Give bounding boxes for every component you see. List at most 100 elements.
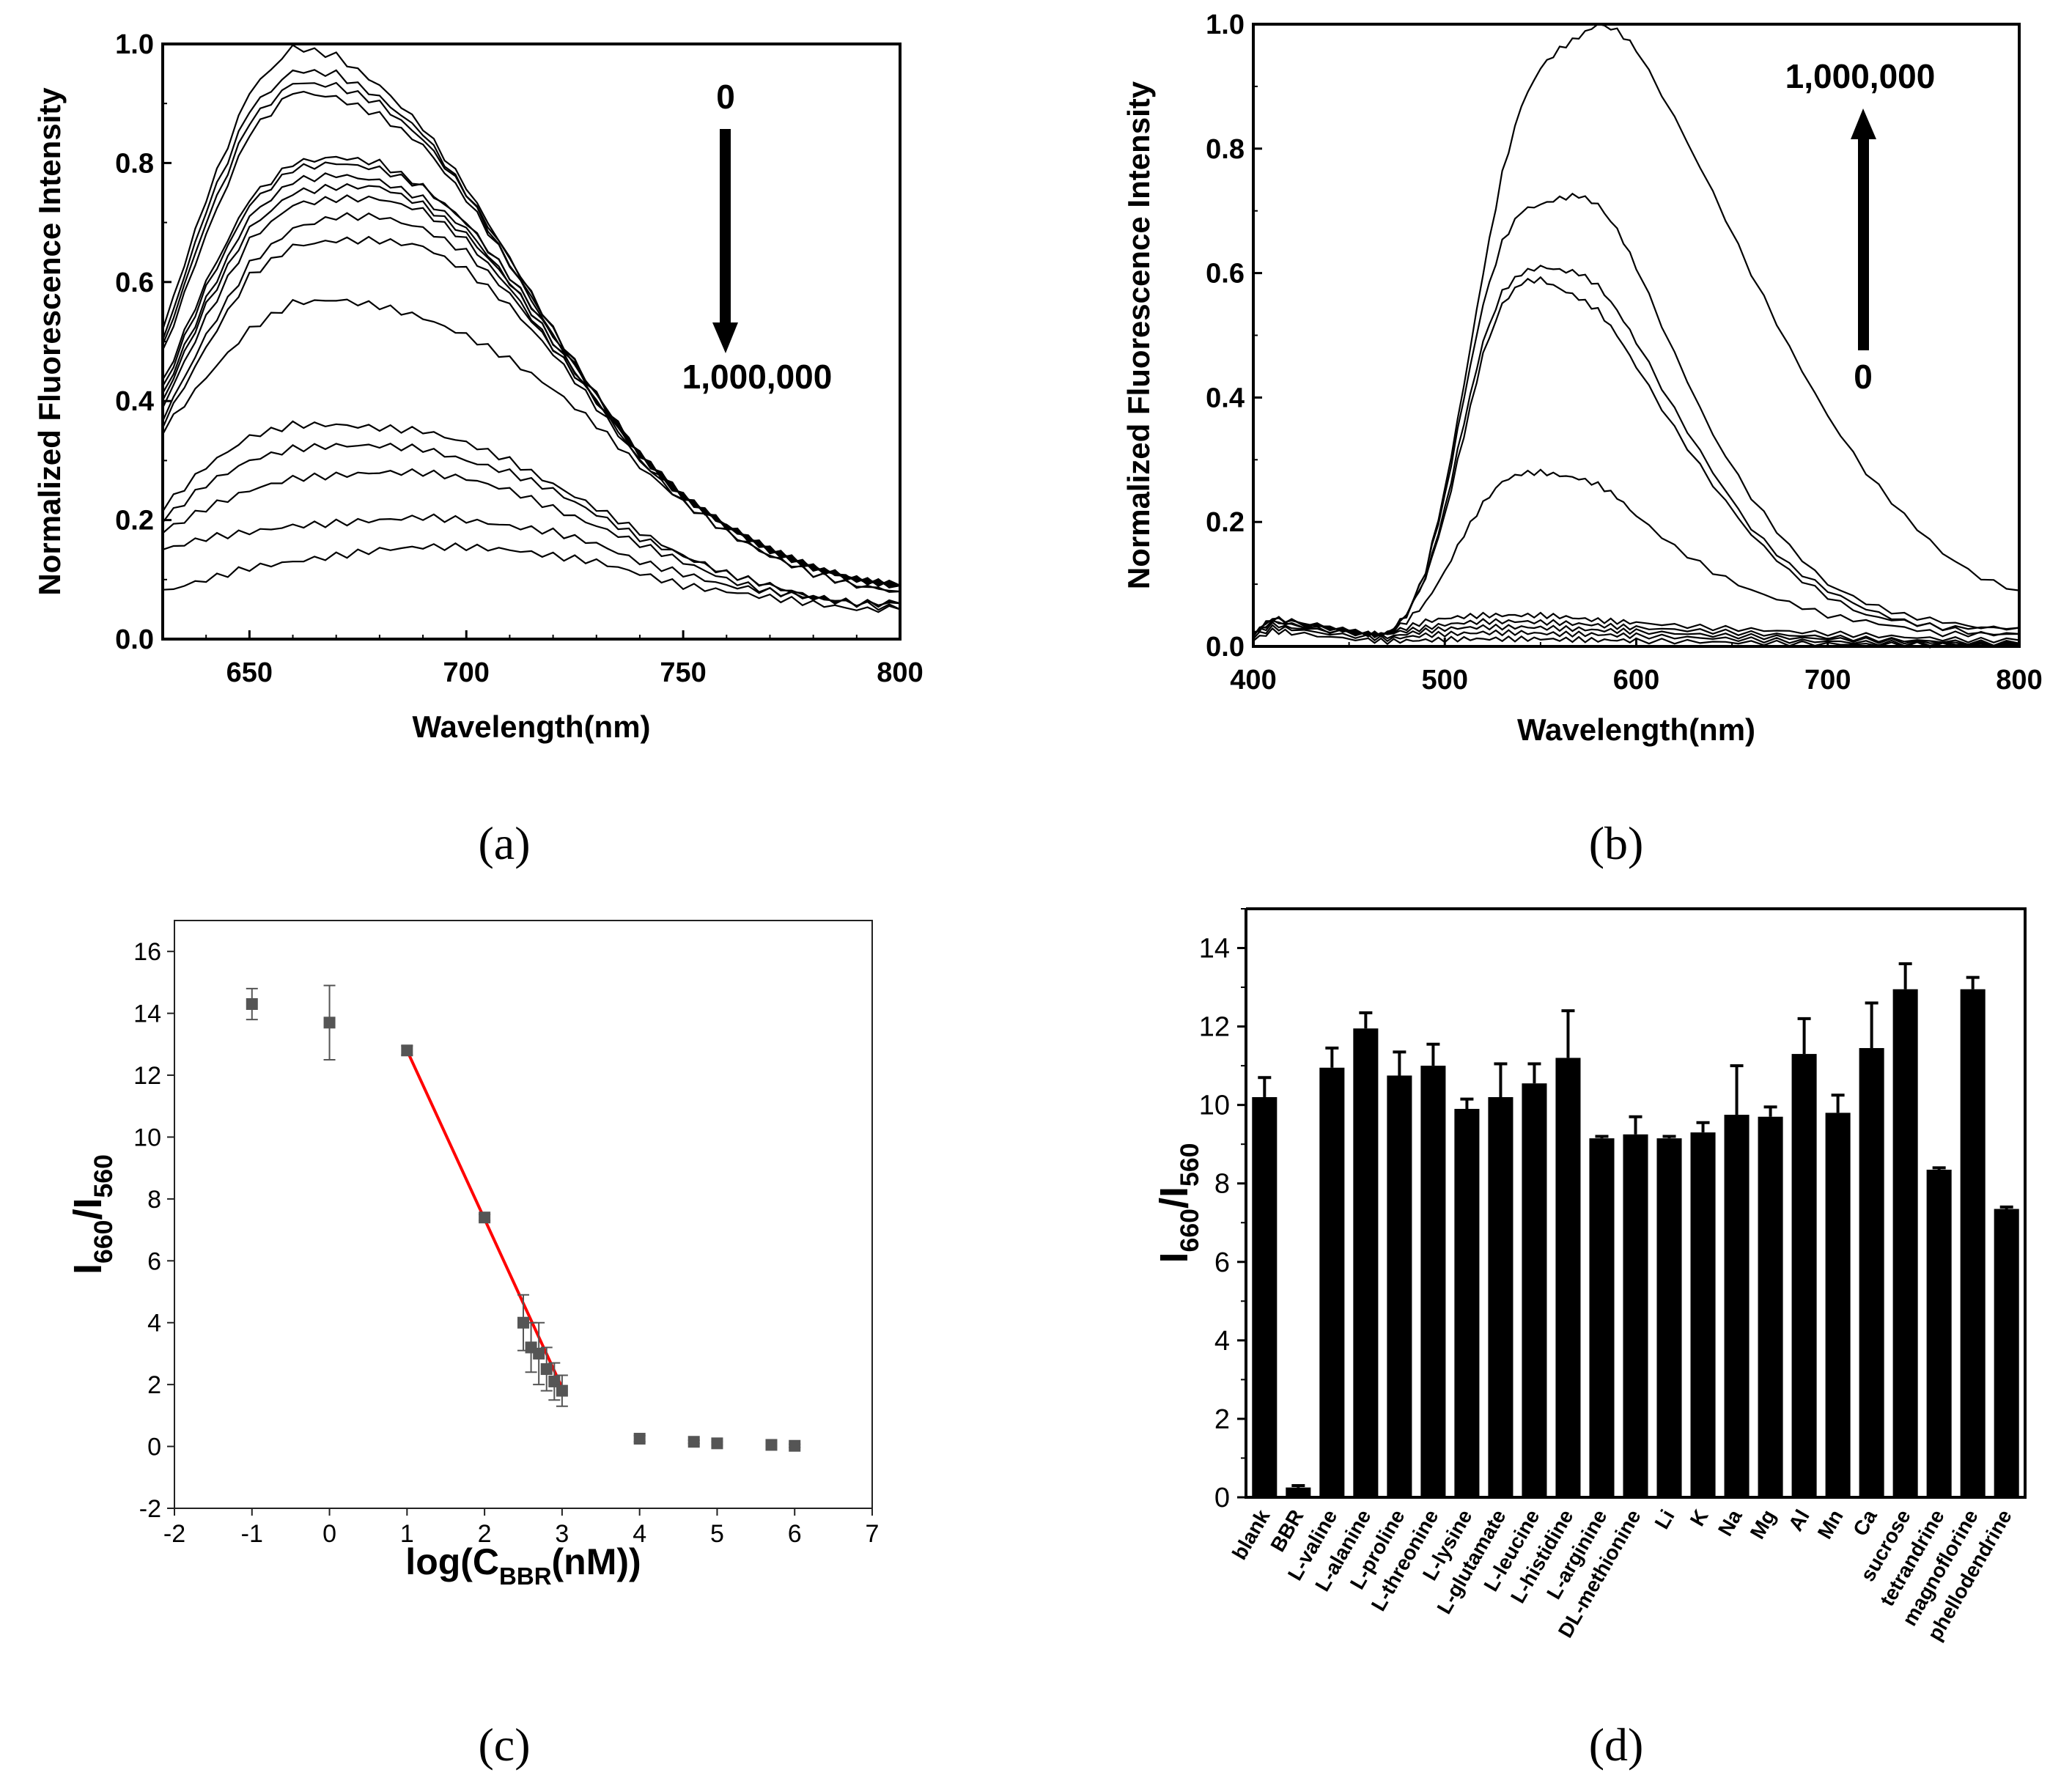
bar-Na (1724, 1115, 1750, 1497)
bar-Al (1791, 1054, 1817, 1497)
y-axis-label-c-part: /I (66, 1198, 110, 1220)
y-tick-label-c: 16 (133, 938, 161, 966)
x-tick-label-a: 650 (226, 657, 273, 688)
arrow-start-label-a: 0 (716, 78, 735, 116)
arrow-start-label-b: 0 (1854, 358, 1873, 396)
x-tick-label-b: 500 (1422, 665, 1468, 696)
x-tick-label-a: 750 (660, 657, 706, 688)
data-point-c (556, 1384, 568, 1397)
y-tick-label-d: 14 (1199, 934, 1230, 964)
data-point-c (540, 1363, 553, 1376)
spectrum-b-s3 (1253, 265, 2020, 638)
y-tick-label-d: 4 (1214, 1326, 1230, 1357)
spectrum-b-s1 (1253, 23, 2020, 638)
spectrum-b-s4 (1253, 276, 2020, 637)
bar-sucrose (1892, 989, 1918, 1497)
y-axis-label-c-part: 660 (89, 1220, 118, 1264)
x-tick-label-b: 800 (1996, 665, 2042, 696)
x-tick-label-b: 400 (1230, 665, 1276, 696)
x-tick-label-c: 7 (866, 1520, 880, 1548)
spectrum-b-s5 (1253, 468, 2020, 638)
spectrum-b-s10 (1253, 627, 2020, 649)
bar-L-lysine (1454, 1109, 1480, 1497)
y-tick-label-c: 10 (133, 1124, 161, 1151)
bar-Li (1656, 1138, 1682, 1497)
x-axis-label-c-part: (nM)) (552, 1541, 641, 1582)
panel-c-plot (246, 984, 801, 1452)
x-axis-label-a: Wavelength(nm) (412, 709, 650, 744)
y-axis-label-d: I660/I560 (1152, 1143, 1204, 1264)
bar-Mn (1825, 1113, 1851, 1497)
x-tick-label-c: 5 (710, 1520, 724, 1548)
x-tick-label-c: 2 (478, 1520, 492, 1548)
spectrum-b-s2 (1253, 192, 2020, 638)
arrow-shaft-a (720, 129, 731, 325)
y-tick-label-d: 6 (1214, 1247, 1230, 1278)
spectrum-a-s10 (161, 212, 901, 589)
y-tick-label-d: 8 (1214, 1169, 1230, 1200)
spectrum-a-s16 (162, 513, 901, 611)
spectrum-a-s4 (162, 90, 901, 586)
bar-magnoflorine (1960, 989, 1986, 1497)
data-point-c (246, 997, 258, 1010)
spectrum-a-s15 (162, 468, 901, 608)
y-tick-label-c: -2 (139, 1495, 161, 1523)
y-tick-label-c: 4 (147, 1310, 161, 1338)
data-point-c (479, 1211, 491, 1224)
panel-label-b: (b) (1589, 817, 1644, 869)
x-tick-label-a: 700 (443, 657, 490, 688)
y-tick-label-d: 10 (1199, 1091, 1230, 1121)
y-tick-label-a: 0.0 (115, 624, 154, 655)
x-tick-label-a: 800 (877, 657, 923, 688)
y-tick-label-d: 0 (1214, 1483, 1230, 1513)
bar-L-alanine (1353, 1028, 1379, 1497)
data-point-c (517, 1316, 529, 1329)
bar-L-threonine (1420, 1066, 1446, 1497)
panel-a-axes-frame (161, 43, 902, 641)
arrow-head-down-a (712, 322, 738, 353)
arrow-end-label-a: 1,000,000 (682, 358, 833, 396)
category-label-d: blank (1228, 1505, 1275, 1563)
y-tick-label-c: 0 (147, 1434, 161, 1461)
y-tick-label-d: 12 (1199, 1012, 1230, 1043)
data-point-c (548, 1375, 561, 1387)
arrow-shaft-b (1858, 138, 1869, 350)
y-axis-label-d-part: /I (1152, 1187, 1196, 1209)
y-axis-label-a: Normalized Fluorescence Intensity (32, 87, 67, 596)
spectrum-a-s14 (162, 442, 901, 608)
x-tick-label-c: 1 (400, 1520, 414, 1548)
data-point-c (533, 1347, 545, 1360)
y-tick-label-b: 0.2 (1206, 507, 1245, 538)
bar-L-leucine (1522, 1083, 1547, 1497)
panel-label-c: (c) (478, 1719, 530, 1771)
category-label-d: Li (1650, 1506, 1678, 1533)
panel-label-d: (d) (1589, 1719, 1644, 1771)
x-tick-label-b: 600 (1613, 665, 1659, 696)
spectrum-a-s17 (162, 542, 901, 613)
bar-L-histidine (1555, 1058, 1581, 1497)
x-axis-label-c-part: log(C (405, 1541, 499, 1582)
x-axis-label-b: Wavelength(nm) (1517, 712, 1755, 747)
y-tick-label-c: 8 (147, 1186, 161, 1214)
data-point-c (323, 1017, 336, 1029)
category-label-d: Na (1714, 1505, 1747, 1540)
data-point-c (789, 1439, 801, 1452)
spectrum-a-s3 (161, 81, 901, 586)
y-tick-label-c: 2 (147, 1371, 161, 1399)
category-label-d: K (1686, 1506, 1713, 1530)
spectrum-b-s9 (1253, 624, 2020, 648)
spectrum-b-s7 (1253, 618, 2020, 646)
data-point-c (401, 1044, 413, 1057)
y-tick-label-b: 0.0 (1206, 632, 1245, 663)
data-point-c (633, 1433, 646, 1445)
x-tick-label-c: 0 (322, 1520, 336, 1548)
bar-L-valine (1319, 1067, 1345, 1497)
panel-d-plot (1252, 962, 2019, 1497)
y-axis-label-d-part: 660 (1175, 1209, 1204, 1252)
bar-Ca (1859, 1048, 1884, 1497)
panel-a-plot (161, 44, 901, 613)
y-axis-label-d-part: 560 (1175, 1143, 1204, 1187)
bar-tetrandrine (1926, 1169, 1952, 1497)
bar-L-proline (1387, 1075, 1412, 1497)
